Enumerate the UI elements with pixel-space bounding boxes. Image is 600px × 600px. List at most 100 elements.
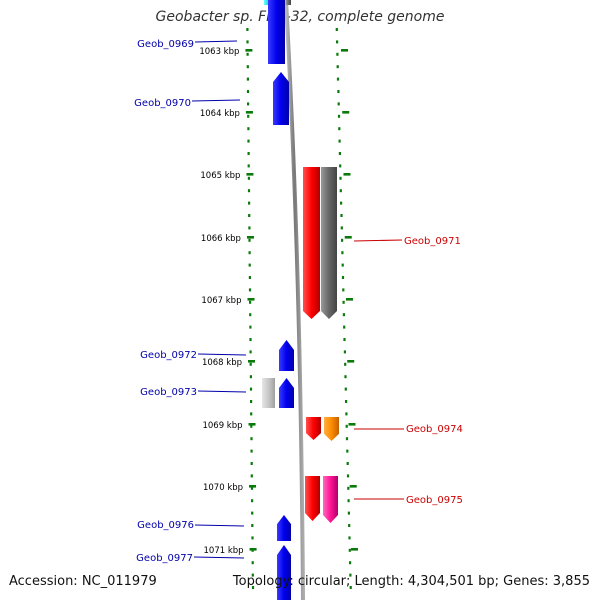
gene-geob_0969-leader xyxy=(194,40,238,43)
inner-track-tick xyxy=(251,536,254,540)
feature-pink-bar xyxy=(323,476,338,523)
outer-track-tick xyxy=(336,65,339,69)
ruler-major-tick-inner xyxy=(246,236,254,239)
gene-geob_0973-label[interactable]: Geob_0973 xyxy=(140,387,197,398)
gene-geob_0969 xyxy=(268,0,285,64)
outer-track-tick xyxy=(337,102,340,106)
inner-track-tick xyxy=(249,375,252,379)
outer-track-tick xyxy=(346,462,349,465)
gene-geob_0970 xyxy=(273,72,289,125)
ruler-major-tick-outer xyxy=(349,485,357,488)
ruler-label: 1070 kbp xyxy=(203,483,243,493)
ruler-label: 1063 kbp xyxy=(199,47,239,57)
inner-track-tick xyxy=(250,486,254,490)
inner-track-tick xyxy=(250,437,253,441)
inner-track-tick xyxy=(249,338,252,341)
gene-geob_0969-label[interactable]: Geob_0969 xyxy=(137,39,194,50)
gene-geob_0974-label[interactable]: Geob_0974 xyxy=(406,424,463,435)
inner-track-tick xyxy=(246,65,249,69)
outer-track-tick xyxy=(347,486,350,490)
gene-geob_0973-leader xyxy=(197,390,247,393)
gene-geob_0975-label[interactable]: Geob_0975 xyxy=(406,495,463,506)
gene-geob_0972-leader xyxy=(197,353,247,356)
inner-track-tick xyxy=(250,424,253,428)
gene-geob_0971-label[interactable]: Geob_0971 xyxy=(404,236,461,247)
outer-track-tick xyxy=(349,573,352,577)
gene-geob_0974 xyxy=(306,417,321,440)
ruler-label: 1064 kbp xyxy=(200,109,240,119)
gene-geob_0975 xyxy=(305,476,320,521)
outer-track-tick xyxy=(336,77,340,81)
inner-track-tick xyxy=(251,573,254,577)
ruler-label: 1067 kbp xyxy=(201,296,241,306)
inner-track-tick xyxy=(247,189,251,193)
outer-track-tick xyxy=(337,114,341,118)
gene-geob_0976 xyxy=(277,515,291,541)
ruler-major-tick-outer xyxy=(348,423,356,426)
inner-track-tick xyxy=(247,139,250,143)
inner-track-tick xyxy=(250,400,253,403)
inner-track-tick xyxy=(249,350,252,354)
outer-track-tick xyxy=(344,375,347,379)
feature-light-gray-bar xyxy=(262,378,275,408)
inner-track-tick xyxy=(249,300,252,304)
outer-track-tick xyxy=(341,251,344,255)
inner-track-tick xyxy=(248,263,251,267)
feature-orange-bar xyxy=(324,417,339,441)
outer-track-tick xyxy=(344,362,347,366)
ruler-label: 1066 kbp xyxy=(201,234,241,244)
gene-geob_0976-leader xyxy=(194,524,245,527)
inner-track-tick xyxy=(249,313,252,317)
gene-geob_0976-label[interactable]: Geob_0976 xyxy=(137,520,194,531)
partial-feature-cyan xyxy=(264,0,270,5)
ruler-major-tick-outer xyxy=(345,298,353,301)
inner-track-tick xyxy=(249,325,252,329)
gene-geob_0977-label[interactable]: Geob_0977 xyxy=(136,553,193,564)
ruler-major-tick-outer xyxy=(341,49,348,52)
inner-track-tick xyxy=(248,226,251,230)
ruler-major-tick-outer xyxy=(350,548,358,551)
inner-track-tick xyxy=(250,474,253,478)
gene-geob_0970-label[interactable]: Geob_0970 xyxy=(134,98,191,109)
ruler-label: 1068 kbp xyxy=(202,358,242,368)
inner-track-tick xyxy=(246,40,249,44)
outer-track-tick xyxy=(343,325,346,329)
outer-track-tick xyxy=(342,288,345,292)
inner-track-tick xyxy=(250,412,253,416)
outer-track-tick xyxy=(348,548,351,552)
gene-geob_0971-leader xyxy=(353,239,403,242)
gene-geob_0977-leader xyxy=(193,556,245,559)
outer-track-tick xyxy=(340,201,343,205)
ruler-major-tick-inner xyxy=(248,360,256,363)
outer-track-tick xyxy=(346,449,349,453)
gene-geob_0972 xyxy=(279,340,294,371)
ruler-label: 1069 kbp xyxy=(202,421,242,431)
outer-track-tick xyxy=(345,412,348,416)
feature-gray-bar xyxy=(321,167,337,319)
outer-track-tick xyxy=(339,189,342,193)
ruler-major-tick-outer xyxy=(342,111,350,114)
gene-geob_0972-label[interactable]: Geob_0972 xyxy=(140,350,197,361)
inner-track-tick xyxy=(247,102,250,106)
ruler-major-tick-outer xyxy=(343,173,351,176)
ruler-major-tick-inner xyxy=(249,485,257,488)
gene-geob_0970-leader xyxy=(191,99,241,102)
inner-track-tick xyxy=(248,201,251,205)
ruler-major-tick-inner xyxy=(247,298,255,301)
outer-track-tick xyxy=(338,127,341,131)
inner-track-tick xyxy=(251,511,254,515)
outer-track-tick xyxy=(348,524,351,527)
outer-track-tick xyxy=(339,176,342,180)
inner-track-tick xyxy=(251,561,254,565)
inner-track-tick xyxy=(249,387,253,391)
outer-track-tick xyxy=(344,387,347,391)
inner-track-tick xyxy=(250,462,253,465)
ruler-major-tick-inner xyxy=(248,423,256,426)
outer-track-tick xyxy=(341,238,344,242)
outer-track-tick xyxy=(345,437,349,441)
inner-track-tick xyxy=(249,362,252,366)
outer-track-tick xyxy=(342,313,345,317)
outer-track-tick xyxy=(348,536,351,540)
ruler-major-tick-inner xyxy=(245,49,253,52)
inner-track-tick xyxy=(246,52,249,56)
